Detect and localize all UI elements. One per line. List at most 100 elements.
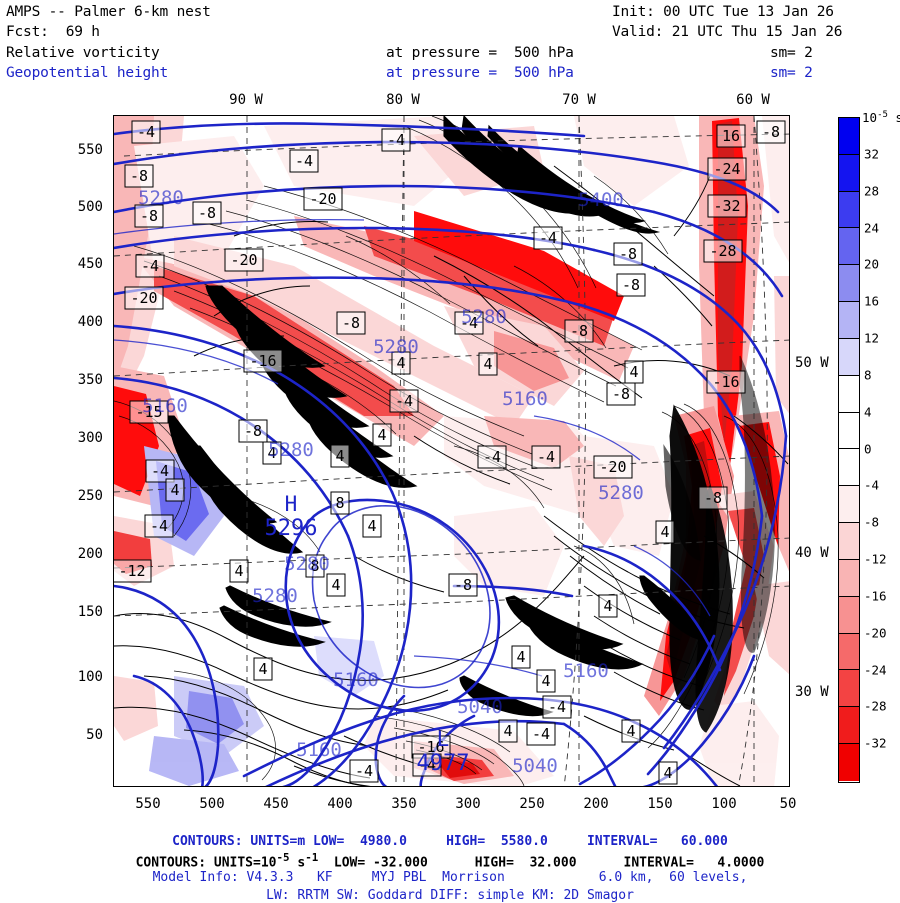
vorticity-label-text: -8	[762, 123, 780, 141]
vorticity-label-box	[454, 311, 484, 335]
x-tick-3: 400	[327, 796, 353, 812]
colorbar-segment	[839, 486, 859, 524]
extremum-type-label: L	[437, 727, 450, 751]
vorticity-label-box	[621, 719, 641, 743]
vorticity-label-box	[448, 573, 478, 597]
vorticity-label-text: -4	[137, 123, 155, 141]
lon-label-top-2: 70 W	[562, 92, 596, 108]
vorticity-label-box	[536, 669, 556, 693]
vorticity-label-box	[658, 761, 678, 785]
vorticity-label-box	[289, 149, 319, 173]
colorbar-tick-label: 20	[864, 256, 880, 272]
header-field-height: Geopotential height	[6, 65, 169, 81]
vorticity-label-box	[192, 201, 222, 225]
vorticity-label-text: -32	[713, 197, 740, 215]
footer-units-exp: -5	[276, 851, 290, 864]
vorticity-label-box	[165, 478, 185, 502]
terrain-detail	[167, 116, 775, 733]
y-tick-7: 200	[77, 546, 103, 562]
colorbar-segment	[839, 154, 859, 192]
vorticity-label-text: 4	[503, 722, 512, 740]
vorticity-label-text: -4	[460, 314, 478, 332]
colorbar-tick-label: -16	[864, 588, 887, 604]
vorticity-label-box	[391, 351, 411, 375]
x-tick-0: 550	[135, 796, 161, 812]
vorticity-label-text: 4	[377, 426, 386, 444]
header-vorticity-smoothing: sm= 2	[770, 45, 813, 61]
vorticity-label-box	[707, 194, 747, 218]
vorticity-label-box	[477, 445, 507, 469]
colorbar-tick-label: -20	[864, 625, 887, 641]
vorticity-label-box	[326, 573, 346, 597]
vorticity-label-box	[707, 157, 747, 181]
y-tick-0: 550	[77, 142, 103, 158]
y-tick-4: 350	[77, 372, 103, 388]
map-plot-area[interactable]: -4 -4 16 -8 -4 -8 -24 -8 -8 -20 -32 -4 -20 -4 -8 -28 -8 -…	[113, 115, 790, 787]
vorticity-label-box	[349, 759, 379, 783]
vorticity-label-text: 4	[234, 562, 243, 580]
y-tick-5: 300	[77, 430, 103, 446]
x-tick-9: 100	[711, 796, 737, 812]
vorticity-label-text: 4	[396, 354, 405, 372]
footer-vorticity-contour-info: CONTOURS: UNITS=10-5 s-1 LOW= -32.000 HI…	[0, 851, 900, 870]
vorticity-label-box	[303, 187, 343, 211]
vorticity-label-box	[144, 514, 174, 538]
vorticity-label-box	[716, 124, 746, 148]
vorticity-label-box	[135, 254, 165, 278]
vorticity-label-box	[305, 554, 325, 578]
colorbar-segment	[839, 744, 859, 781]
lon-label-top-0: 90 W	[229, 92, 263, 108]
vorticity-label-text: 16	[722, 127, 740, 145]
header-height-smoothing: sm= 2	[770, 65, 813, 81]
vorticity-label-box	[478, 352, 498, 376]
vorticity-label-box	[262, 441, 282, 465]
x-tick-2: 450	[263, 796, 289, 812]
vorticity-label-box	[542, 695, 572, 719]
colorbar-segment	[839, 596, 859, 634]
colorbar-tick-label: -12	[864, 551, 887, 567]
vorticity-label-text: 4	[335, 447, 344, 465]
map-vector-layer: -4 -4 16 -8 -4 -8 -24 -8 -8 -20 -32 -4 -20 -4 -8 -28 -8 -…	[114, 116, 789, 786]
height-contour-label: 5280	[461, 306, 507, 328]
colorbar-tick-label: -8	[864, 514, 880, 530]
vorticity-label-text: -24	[713, 160, 740, 178]
vorticity-label-text: -8	[704, 489, 722, 507]
vorticity-label-box	[124, 164, 154, 188]
footer-units-post: LOW= -32.000 HIGH= 32.000 INTERVAL= 4.00…	[318, 855, 765, 871]
header-valid-time: Valid: 21 UTC Thu 15 Jan 26	[612, 24, 843, 40]
vorticity-label-box	[330, 444, 350, 468]
height-contour-label: 5280	[284, 553, 330, 575]
vorticity-label-box	[412, 753, 442, 777]
footer-units-s: s	[289, 855, 306, 871]
y-tick-3: 400	[77, 314, 103, 330]
height-label-texts: 5280 5400 5280 5280 5160 5280 5280 5280 5280 5160…	[138, 187, 644, 777]
colorbar-unit-base: 10	[862, 110, 878, 126]
colorbar[interactable]	[838, 117, 860, 783]
vorticity-label-text: 4	[629, 363, 638, 381]
vorticity-label-text: -4	[418, 756, 436, 774]
header-vorticity-pressure: at pressure = 500 hPa	[386, 45, 574, 61]
vorticity-label-text: -4	[141, 257, 159, 275]
vorticity-label-box	[616, 273, 646, 297]
footer-units-pre: CONTOURS: UNITS=10	[135, 855, 277, 871]
vorticity-label-box	[229, 559, 249, 583]
vorticity-label-text: -15	[135, 403, 162, 421]
colorbar-segment	[839, 449, 859, 487]
colorbar-tick-label: -4	[864, 477, 880, 493]
vorticity-label-text: 8	[335, 494, 344, 512]
extremum-value-label: 5296	[265, 516, 318, 541]
map-canvas: -4 -4 16 -8 -4 -8 -24 -8 -8 -20 -32 -4 -20 -4 -8 -28 -8 -…	[114, 116, 789, 786]
vorticity-label-text: -8	[342, 314, 360, 332]
vorticity-label-text: 4	[516, 648, 525, 666]
colorbar-segment	[839, 707, 859, 745]
vorticity-label-text: -16	[417, 738, 444, 756]
vorticity-label-box	[511, 645, 531, 669]
colorbar-segment	[839, 265, 859, 303]
colorbar-segment	[839, 191, 859, 229]
vorticity-label-text: -8	[619, 245, 637, 263]
vorticity-label-text: 4	[258, 660, 267, 678]
height-contour-label: 5160	[563, 660, 609, 682]
y-tick-10: 50	[86, 727, 103, 743]
footer-height-contour-info: CONTOURS: UNITS=m LOW= 4980.0 HIGH= 5580…	[172, 834, 728, 849]
